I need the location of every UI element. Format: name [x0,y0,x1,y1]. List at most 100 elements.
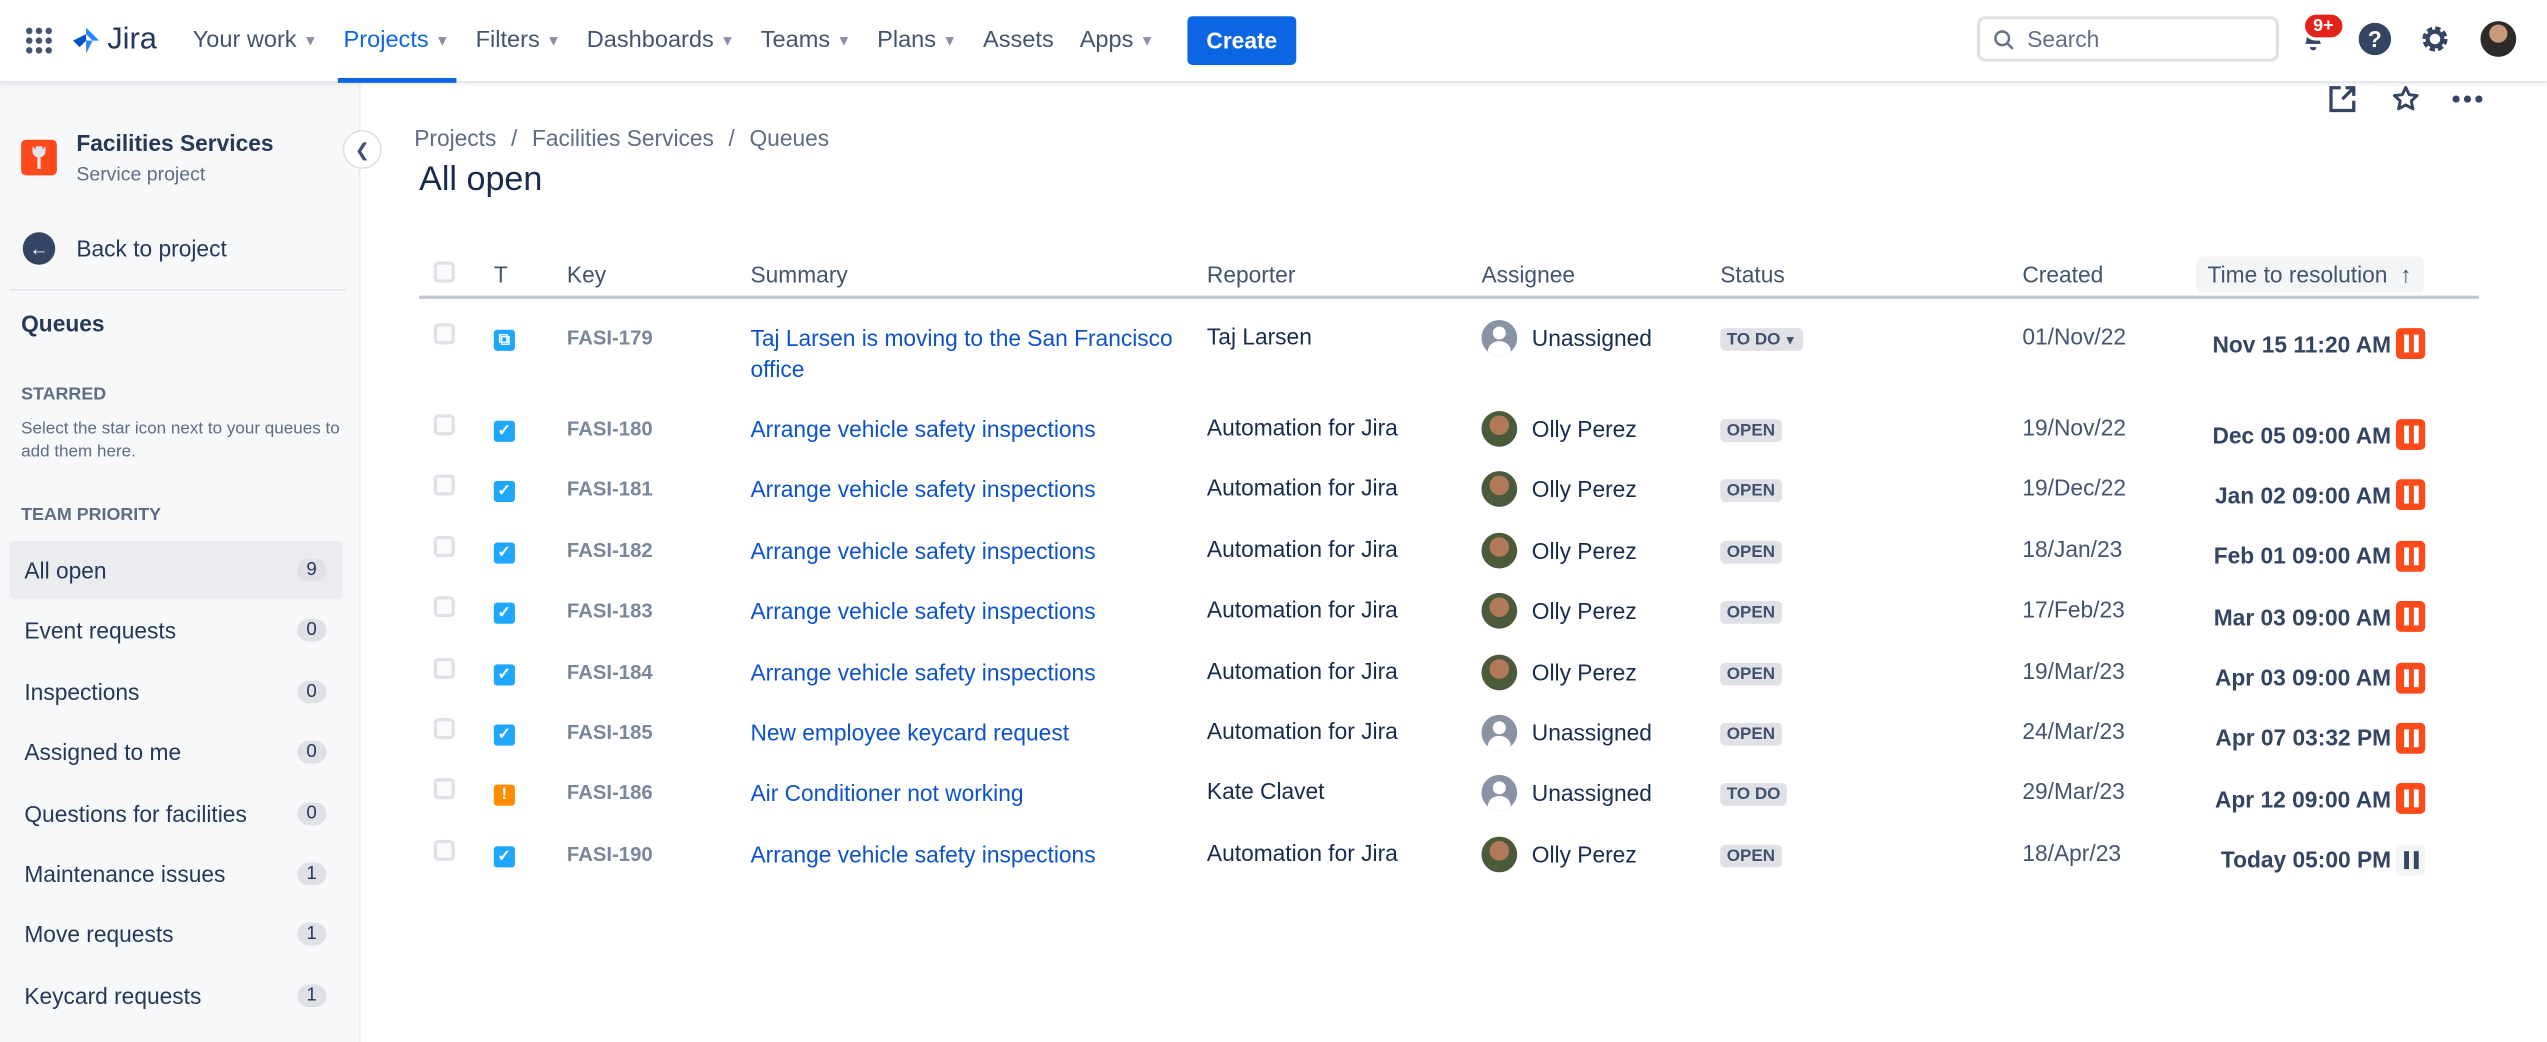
column-type[interactable]: T [493,260,508,287]
column-assignee[interactable]: Assignee [1481,260,1576,287]
issue-key[interactable]: FASI-184 [566,660,653,684]
column-created[interactable]: Created [2022,260,2104,287]
sidebar-queue-item[interactable]: Maintenance issues 1 [10,845,343,903]
issue-key[interactable]: FASI-179 [566,326,653,350]
issue-key[interactable]: FASI-182 [566,538,653,562]
chevron-down-icon: ▼ [1783,332,1797,347]
sidebar-queue-item[interactable]: Event requests 0 [10,602,343,660]
jira-logo[interactable]: Jira [71,23,157,59]
row-checkbox[interactable] [433,778,455,800]
status-lozenge[interactable]: OPEN [1720,540,1782,564]
table-row[interactable]: ✓ FASI-185 New employee keycard request … [419,700,2479,761]
status-lozenge[interactable]: OPEN [1720,601,1782,625]
issue-key[interactable]: FASI-180 [566,417,653,441]
status-lozenge[interactable]: OPEN [1720,479,1782,503]
sidebar-queue-item[interactable]: All open 9 [9,540,343,600]
row-checkbox[interactable] [433,657,455,679]
sidebar-queue-item[interactable]: Move requests 1 [10,905,343,963]
table-row[interactable]: ⧉ FASI-179 Taj Larsen is moving to the S… [419,305,2479,396]
nav-assets[interactable]: Assets [970,0,1067,82]
project-name[interactable]: Facilities Services [76,129,274,156]
issue-key[interactable]: FASI-186 [566,781,653,805]
collapse-sidebar-button[interactable]: ❮ [342,129,382,169]
status-lozenge[interactable]: OPEN [1720,662,1782,685]
table-row[interactable]: ✓ FASI-181 Arrange vehicle safety inspec… [419,457,2479,518]
assignee[interactable]: Unassigned [1531,324,1652,351]
column-time-to-resolution[interactable]: Time to resolution ↑ [2196,255,2424,292]
issue-summary-link[interactable]: Air Conditioner not working [750,780,1024,807]
column-status[interactable]: Status [1720,260,1785,287]
row-checkbox[interactable] [433,474,455,497]
sidebar-queue-item[interactable]: Questions for facilities 0 [10,784,343,842]
nav-filters[interactable]: Filters ▼ [463,0,574,82]
table-row[interactable]: ! FASI-186 Air Conditioner not working K… [419,761,2479,822]
status-lozenge[interactable]: OPEN [1720,419,1782,442]
column-key[interactable]: Key [566,260,607,287]
queue-count: 9 [296,558,327,582]
row-checkbox[interactable] [433,535,455,557]
profile-avatar[interactable] [2480,21,2517,57]
row-checkbox[interactable] [433,717,455,740]
status-lozenge[interactable]: TO DO [1720,783,1787,807]
status-lozenge[interactable]: TO DO ▼ [1720,328,1804,351]
column-reporter[interactable]: Reporter [1206,260,1296,287]
status-lozenge[interactable]: OPEN [1720,844,1782,867]
nav-teams[interactable]: Teams ▼ [748,0,864,82]
breadcrumb-item[interactable]: Projects [414,125,497,152]
assignee[interactable]: Unassigned [1531,780,1652,807]
assignee[interactable]: Olly Perez [1531,415,1637,442]
select-all-checkbox[interactable] [433,260,455,282]
assignee[interactable]: Olly Perez [1531,476,1637,503]
nav-dashboards[interactable]: Dashboards ▼ [574,0,748,82]
create-button[interactable]: Create [1186,16,1297,65]
nav-plans[interactable]: Plans ▼ [864,0,970,82]
sidebar-queue-item[interactable]: Inspections 0 [10,662,343,720]
assignee[interactable]: Olly Perez [1531,598,1637,625]
issue-key[interactable]: FASI-185 [566,721,653,744]
issue-key[interactable]: FASI-190 [566,842,653,866]
issue-summary-link[interactable]: Arrange vehicle safety inspections [750,658,1096,685]
table-row[interactable]: ✓ FASI-182 Arrange vehicle safety inspec… [419,518,2479,579]
table-row[interactable]: ✓ FASI-184 Arrange vehicle safety inspec… [419,639,2479,700]
issue-summary-link[interactable]: New employee keycard request [750,719,1070,746]
issue-key[interactable]: FASI-183 [566,599,653,623]
row-checkbox[interactable] [433,414,455,436]
assignee[interactable]: Unassigned [1531,719,1652,746]
nav-projects[interactable]: Projects ▼ [331,0,463,83]
more-icon[interactable] [2450,81,2486,117]
issue-summary-link[interactable]: Taj Larsen is moving to the San Francisc… [750,324,1173,382]
back-to-project-link[interactable]: ← Back to project [22,232,227,265]
row-checkbox[interactable] [433,839,455,861]
settings-icon[interactable] [2415,19,2454,58]
breadcrumb-item[interactable]: Facilities Services [531,125,714,152]
issue-key[interactable]: FASI-181 [566,478,653,501]
table-row[interactable]: ✓ FASI-190 Arrange vehicle safety inspec… [419,822,2479,883]
row-checkbox[interactable] [433,596,455,618]
issue-summary-link[interactable]: Arrange vehicle safety inspections [750,415,1096,442]
table-row[interactable]: ✓ FASI-183 Arrange vehicle safety inspec… [419,579,2479,640]
sla-paused-icon [2395,479,2426,511]
issue-summary-link[interactable]: Arrange vehicle safety inspections [750,476,1096,503]
status-lozenge[interactable]: OPEN [1720,722,1782,746]
app-switcher-icon[interactable] [25,27,52,54]
row-checkbox[interactable] [433,323,455,345]
sidebar-queue-item[interactable]: Keycard requests 1 [10,966,343,1024]
nav-your-work[interactable]: Your work ▼ [180,0,331,82]
help-icon[interactable]: ? [2355,19,2394,58]
issue-summary-link[interactable]: Arrange vehicle safety inspections [750,841,1096,867]
column-summary[interactable]: Summary [750,260,848,287]
nav-apps[interactable]: Apps ▼ [1067,0,1168,82]
issue-summary-link[interactable]: Arrange vehicle safety inspections [750,537,1096,564]
search-input[interactable]: Search [1976,16,2280,62]
incident-type-icon: ! [493,785,515,807]
assignee[interactable]: Olly Perez [1531,841,1637,867]
assignee[interactable]: Olly Perez [1531,658,1637,685]
assignee-avatar [1481,836,1518,872]
star-icon[interactable] [2388,81,2424,117]
breadcrumb-item[interactable]: Queues [749,125,830,152]
issue-summary-link[interactable]: Arrange vehicle safety inspections [750,598,1096,625]
share-icon[interactable] [2325,81,2361,117]
table-row[interactable]: ✓ FASI-180 Arrange vehicle safety inspec… [419,396,2479,457]
assignee[interactable]: Olly Perez [1531,537,1637,564]
sidebar-queue-item[interactable]: Assigned to me 0 [10,723,343,781]
